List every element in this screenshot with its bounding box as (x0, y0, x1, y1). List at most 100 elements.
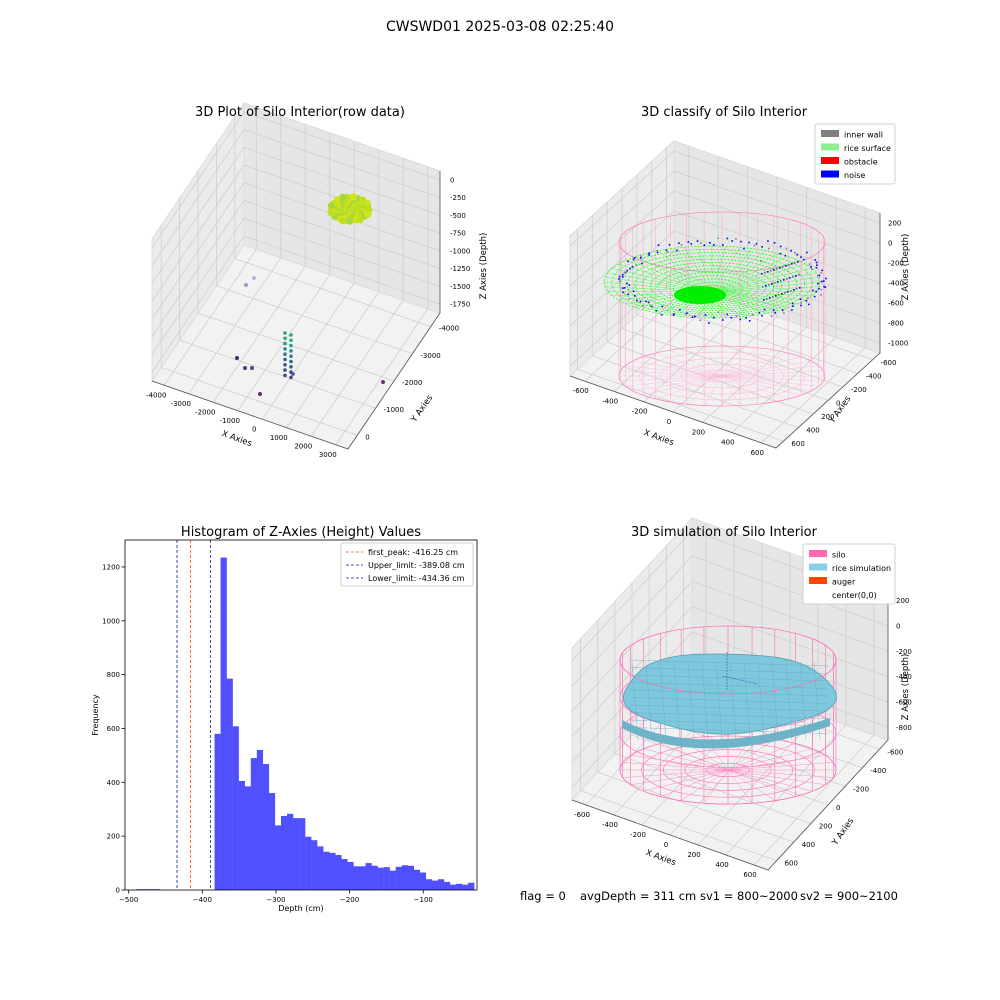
silo-base-spoke (660, 743, 729, 771)
x-tick-label: 3000 (319, 451, 337, 459)
y-tick-label: 200 (821, 413, 834, 421)
histogram-bar (232, 726, 239, 890)
z-tick-label: -1250 (450, 265, 470, 273)
classified-point (791, 302, 794, 305)
y-tick-label: 200 (819, 823, 832, 831)
raw-point (289, 343, 293, 348)
classified-point (708, 322, 710, 324)
y-tick-label: 200 (107, 833, 120, 841)
x-tick-label: -600 (574, 811, 590, 819)
z-tick-label: -400 (888, 280, 904, 288)
raw-point (289, 349, 293, 353)
classified-point (779, 252, 782, 255)
classified-point (768, 284, 770, 286)
raw-point-cluster (327, 202, 335, 209)
rice-mesh-line (687, 661, 695, 741)
raw-point (283, 357, 287, 362)
rice-surface-core (674, 286, 726, 304)
histogram-bar (256, 750, 264, 890)
grid-line (151, 111, 441, 249)
raw-point (283, 331, 287, 335)
y-tick-label: -400 (866, 372, 882, 380)
silo-base-spoke (670, 375, 723, 403)
avg-depth-text: avgDepth = 311 cm (580, 889, 696, 903)
grid-line (197, 312, 395, 382)
x-tick-label: 600 (743, 871, 756, 879)
raw-point (243, 366, 247, 370)
classified-point (799, 287, 801, 289)
histogram-bar (365, 863, 372, 890)
classified-point (649, 304, 652, 307)
classified-point (787, 291, 789, 293)
x-tick-label: 0 (252, 425, 256, 433)
y-tick-label: -4000 (439, 325, 459, 333)
classified-point (633, 295, 636, 297)
classified-point (640, 255, 642, 258)
classified-point (758, 312, 761, 314)
silo-base-spoke (643, 769, 729, 792)
silo-base-spoke (625, 375, 723, 387)
panel-simulation-3d: -600 -400 -200 0 200 400 600 600 400 200 0 -200 -400… (571, 516, 912, 879)
legend-label: Upper_limit: -389.08 cm (368, 561, 465, 570)
x-tick-label: -600 (573, 387, 589, 395)
y-tick-label: 400 (806, 427, 819, 435)
classified-point (694, 315, 696, 318)
classified-point (810, 268, 813, 270)
classified-point (788, 264, 790, 266)
rice-mesh-line (629, 674, 829, 682)
classified-point (790, 249, 793, 252)
classified-point (735, 238, 737, 240)
silo-base-spoke (721, 375, 789, 400)
legend-swatch (809, 563, 827, 571)
x-tick-label: 200 (692, 428, 705, 436)
histogram-bar (431, 880, 439, 890)
x-tick-label: 1000 (270, 434, 288, 442)
rice-mesh-line (629, 659, 829, 667)
x-tick-label: 200 (687, 851, 700, 859)
classified-point (765, 285, 767, 287)
panel-classify-3d: -600-400-20002004006006004002000-200-400… (569, 105, 911, 457)
x-tick-label: -1000 (220, 417, 240, 425)
classified-point (743, 247, 745, 250)
histogram-bar (395, 866, 402, 890)
rice-surface-spoke (711, 246, 727, 293)
grid-line (151, 129, 441, 266)
histogram-bar (142, 889, 149, 890)
histogram-bar (244, 786, 251, 890)
x-tick-label: 2000 (294, 442, 312, 450)
raw-point (289, 359, 293, 364)
silo-base-spoke (721, 375, 801, 396)
classified-point (793, 289, 795, 291)
rice-surface-spoke (711, 253, 778, 293)
rice-mesh-line (629, 689, 829, 697)
legend-frame (802, 543, 896, 605)
z-tick-label: -800 (888, 320, 904, 328)
classified-point (767, 247, 770, 250)
silo-base-spoke (727, 755, 826, 771)
rice-surface-spoke (711, 291, 817, 293)
footer-status: flag = 0 avgDepth = 311 cm sv1 = 800~200… (520, 889, 898, 903)
silo-base-spoke (727, 769, 826, 785)
z-tick-label: -1000 (888, 340, 908, 348)
y-tick-label: -1000 (384, 406, 404, 414)
histogram-bar (371, 865, 378, 890)
silo-base-spoke (721, 375, 819, 387)
silo-base-spoke (727, 743, 796, 771)
legend-label: auger (832, 578, 856, 587)
classified-point (784, 254, 787, 257)
grid-line (580, 790, 777, 862)
classified-point (779, 245, 782, 248)
rice-surface-spoke (670, 248, 713, 293)
axis-edges (569, 213, 881, 449)
rice-surface-spoke (697, 246, 713, 293)
legend-frame (814, 123, 896, 185)
rice-mesh-line (645, 661, 653, 741)
silo-base-spoke (721, 346, 741, 377)
grid-line (569, 150, 881, 247)
classified-point (626, 269, 629, 272)
classified-point (783, 279, 785, 281)
grid-line (151, 146, 441, 284)
raw-point (289, 375, 293, 380)
histogram-bar (353, 866, 360, 890)
grid-line (571, 580, 889, 712)
